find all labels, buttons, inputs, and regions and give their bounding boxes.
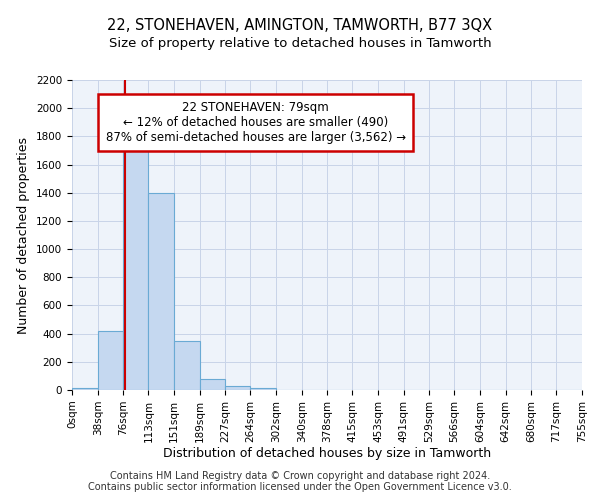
Bar <box>124 134 148 390</box>
X-axis label: Distribution of detached houses by size in Tamworth: Distribution of detached houses by size … <box>163 448 491 460</box>
Text: Contains HM Land Registry data © Crown copyright and database right 2024.
Contai: Contains HM Land Registry data © Crown c… <box>88 471 512 492</box>
Bar <box>72 388 98 390</box>
Text: 22, STONEHAVEN, AMINGTON, TAMWORTH, B77 3QX: 22, STONEHAVEN, AMINGTON, TAMWORTH, B77 … <box>107 18 493 32</box>
Bar <box>174 340 200 390</box>
Text: 22 STONEHAVEN: 79sqm
← 12% of detached houses are smaller (490)
87% of semi-deta: 22 STONEHAVEN: 79sqm ← 12% of detached h… <box>106 101 406 144</box>
Bar <box>226 386 250 390</box>
Y-axis label: Number of detached properties: Number of detached properties <box>17 136 31 334</box>
Bar <box>98 331 124 390</box>
Bar <box>250 388 276 390</box>
Bar <box>148 192 174 390</box>
Bar <box>200 378 226 390</box>
Text: Size of property relative to detached houses in Tamworth: Size of property relative to detached ho… <box>109 38 491 51</box>
